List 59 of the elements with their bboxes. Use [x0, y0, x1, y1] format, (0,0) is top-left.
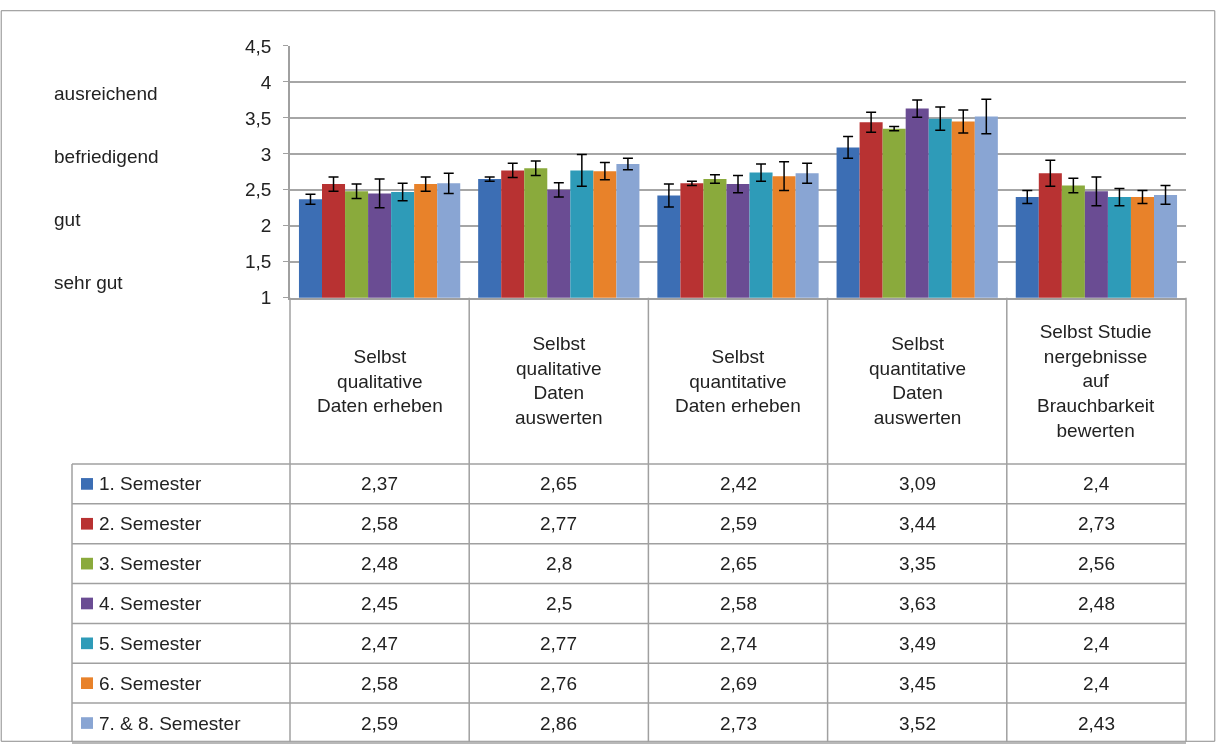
- legend-label: 4. Semester: [99, 593, 203, 614]
- data-label: 2,4: [1083, 473, 1110, 494]
- data-label: 2,77: [540, 633, 577, 654]
- y-tick-label: 4,5: [245, 35, 272, 57]
- data-label: 2,4: [1083, 633, 1110, 654]
- legend-label: 5. Semester: [99, 633, 203, 654]
- data-label: 2,43: [1078, 713, 1115, 734]
- data-label: 2,56: [1078, 553, 1115, 574]
- text: sehr gut: [54, 272, 124, 293]
- data-label: 2,4: [1083, 673, 1110, 694]
- x-tick-label: Selbst quantitative Daten erheben: [675, 346, 801, 417]
- data-label: 2,37: [361, 473, 398, 494]
- x-tick-label: Selbst quantitative Daten auswerten: [869, 333, 967, 429]
- data-label: 2,59: [720, 513, 757, 534]
- y-tick-label: 3: [260, 143, 272, 165]
- data-label: 2,76: [540, 673, 577, 694]
- data-label: 2,65: [540, 473, 577, 494]
- y-tick-label: 4: [260, 71, 272, 93]
- legend-label: 6. Semester: [99, 673, 203, 694]
- data-label: 3,35: [899, 553, 936, 574]
- data-label: 2,42: [720, 473, 757, 494]
- data-label: 3,49: [899, 633, 936, 654]
- data-label: 2,8: [546, 553, 573, 574]
- data-label: 2,58: [361, 673, 398, 694]
- data-label: 2,58: [720, 593, 757, 614]
- x-tick-label: Selbst qualitative Daten erheben: [317, 346, 443, 417]
- data-label: 2,73: [720, 713, 757, 734]
- data-label: 2,77: [540, 513, 577, 534]
- legend-label: 3. Semester: [99, 553, 203, 574]
- text: gut: [54, 209, 82, 230]
- y-tick-label: 3,5: [245, 107, 272, 129]
- data-label: 3,09: [899, 473, 936, 494]
- data-label: 3,45: [899, 673, 936, 694]
- data-label: 3,63: [899, 593, 936, 614]
- y-tick-label: 2: [260, 215, 272, 237]
- text: ausreichend: [54, 83, 158, 104]
- y-tick-label: 1: [260, 287, 272, 309]
- legend-label: 1. Semester: [99, 473, 203, 494]
- data-label: 2,59: [361, 713, 398, 734]
- data-label: 2,58: [361, 513, 398, 534]
- legend-label: 7. & 8. Semester: [99, 713, 242, 734]
- data-label: 2,5: [546, 593, 573, 614]
- data-label: 2,73: [1078, 513, 1115, 534]
- data-label: 2,74: [720, 633, 758, 654]
- data-label: 2,47: [361, 633, 398, 654]
- y-tick-label: 2,5: [245, 179, 272, 201]
- data-label: 2,45: [361, 593, 398, 614]
- data-label: 3,44: [899, 513, 937, 534]
- x-tick-label: Selbst qualitative Daten auswerten: [515, 333, 603, 429]
- data-label: 2,48: [1078, 593, 1115, 614]
- data-label: 3,52: [899, 713, 936, 734]
- y-tick-label: 1,5: [245, 251, 272, 273]
- x-tick-label: Selbst Studienergebnisse auf Brauchbarkeit bewerten: [1037, 321, 1155, 441]
- legend-label: 2. Semester: [99, 513, 203, 534]
- data-label: 2,69: [720, 673, 757, 694]
- data-label: 2,86: [540, 713, 577, 734]
- data-label: 2,65: [720, 553, 757, 574]
- data-label: 2,48: [361, 553, 398, 574]
- text: befriedigend: [54, 146, 159, 167]
